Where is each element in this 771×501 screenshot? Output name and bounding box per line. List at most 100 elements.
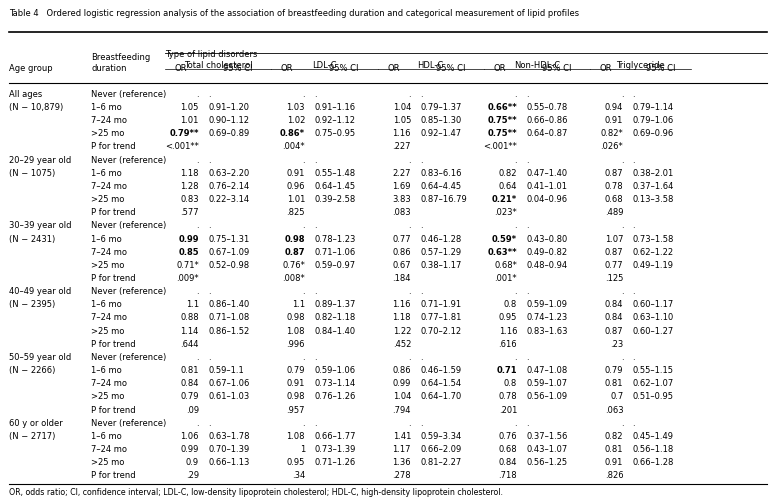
Text: <.001**: <.001**: [483, 142, 517, 151]
Text: 0.48–0.94: 0.48–0.94: [527, 261, 567, 270]
Text: .: .: [420, 418, 423, 427]
Text: 0.71–1.08: 0.71–1.08: [208, 313, 249, 322]
Text: 0.75–0.95: 0.75–0.95: [315, 129, 355, 138]
Text: 1.01: 1.01: [287, 195, 305, 204]
Text: 0.8: 0.8: [504, 300, 517, 309]
Text: (N − 10,879): (N − 10,879): [9, 103, 63, 112]
Text: 0.04–0.96: 0.04–0.96: [527, 195, 567, 204]
Text: 0.59–0.97: 0.59–0.97: [315, 261, 355, 270]
Text: 0.38–2.01: 0.38–2.01: [632, 168, 674, 177]
Text: 1.03: 1.03: [287, 103, 305, 112]
Text: 0.47–1.40: 0.47–1.40: [527, 168, 567, 177]
Text: 0.66–2.09: 0.66–2.09: [420, 444, 462, 453]
Text: .: .: [514, 90, 517, 99]
Text: 0.62–1.22: 0.62–1.22: [632, 247, 673, 256]
Text: 0.37–1.56: 0.37–1.56: [527, 431, 567, 440]
Text: 7–24 mo: 7–24 mo: [91, 181, 127, 190]
Text: 0.69–0.96: 0.69–0.96: [632, 129, 674, 138]
Text: 0.76–2.14: 0.76–2.14: [208, 181, 249, 190]
Text: 0.37–1.64: 0.37–1.64: [632, 181, 674, 190]
Text: 1.06: 1.06: [180, 431, 199, 440]
Text: 0.43–0.80: 0.43–0.80: [527, 234, 567, 243]
Text: .: .: [632, 352, 635, 361]
Text: 1.04: 1.04: [392, 103, 411, 112]
Text: Table 4   Ordered logistic regression analysis of the association of breastfeedi: Table 4 Ordered logistic regression anal…: [9, 9, 579, 18]
Text: 0.13–3.58: 0.13–3.58: [632, 195, 674, 204]
Text: 1.22: 1.22: [392, 326, 411, 335]
Text: 1–6 mo: 1–6 mo: [91, 168, 122, 177]
Text: .: .: [514, 352, 517, 361]
Text: .: .: [197, 352, 199, 361]
Text: 0.79**: 0.79**: [170, 129, 199, 138]
Text: .: .: [208, 90, 210, 99]
Text: 0.83: 0.83: [180, 195, 199, 204]
Text: 0.59–1.06: 0.59–1.06: [315, 365, 355, 374]
Text: 0.91: 0.91: [605, 457, 623, 466]
Text: Never (reference): Never (reference): [91, 90, 167, 99]
Text: 0.57–1.29: 0.57–1.29: [420, 247, 462, 256]
Text: (N − 2717): (N − 2717): [9, 431, 56, 440]
Text: .: .: [409, 221, 411, 230]
Text: (N − 2395): (N − 2395): [9, 300, 56, 309]
Text: .: .: [409, 352, 411, 361]
Text: 1.05: 1.05: [180, 103, 199, 112]
Text: 1.18: 1.18: [392, 313, 411, 322]
Text: .: .: [621, 155, 623, 164]
Text: 95% CI: 95% CI: [645, 64, 675, 73]
Text: 7–24 mo: 7–24 mo: [91, 378, 127, 387]
Text: .: .: [420, 287, 423, 296]
Text: 0.77: 0.77: [604, 261, 623, 270]
Text: >25 mo: >25 mo: [91, 457, 124, 466]
Text: 0.64–1.54: 0.64–1.54: [420, 378, 462, 387]
Text: .: .: [315, 90, 317, 99]
Text: .: .: [315, 352, 317, 361]
Text: 0.99: 0.99: [392, 378, 411, 387]
Text: 0.64–1.45: 0.64–1.45: [315, 181, 355, 190]
Text: 0.63–1.78: 0.63–1.78: [208, 431, 250, 440]
Text: 0.87: 0.87: [284, 247, 305, 256]
Text: .09: .09: [186, 405, 199, 414]
Text: Age group: Age group: [9, 64, 53, 73]
Text: 0.91: 0.91: [287, 378, 305, 387]
Text: .: .: [302, 287, 305, 296]
Text: .063: .063: [604, 405, 623, 414]
Text: 0.66–1.77: 0.66–1.77: [315, 431, 355, 440]
Text: .: .: [208, 287, 210, 296]
Text: .452: .452: [392, 339, 411, 348]
Text: 0.59–1.09: 0.59–1.09: [527, 300, 567, 309]
Text: 0.88: 0.88: [180, 313, 199, 322]
Text: .718: .718: [499, 470, 517, 479]
Text: 1–6 mo: 1–6 mo: [91, 103, 122, 112]
Text: .: .: [514, 287, 517, 296]
Text: 7–24 mo: 7–24 mo: [91, 116, 127, 125]
Text: 1.08: 1.08: [287, 431, 305, 440]
Text: 0.46–1.28: 0.46–1.28: [420, 234, 462, 243]
Text: .083: .083: [392, 208, 411, 217]
Text: 1.07: 1.07: [604, 234, 623, 243]
Text: .: .: [420, 155, 423, 164]
Text: 95% CI: 95% CI: [224, 64, 253, 73]
Text: OR, odds ratio; CI, confidence interval; LDL-C, low-density lipoprotein choleste: OR, odds ratio; CI, confidence interval;…: [9, 487, 503, 496]
Text: .: .: [315, 418, 317, 427]
Text: 0.67: 0.67: [392, 261, 411, 270]
Text: 0.78: 0.78: [604, 181, 623, 190]
Text: 0.49–1.19: 0.49–1.19: [632, 261, 673, 270]
Text: .023*: .023*: [494, 208, 517, 217]
Text: 0.83–6.16: 0.83–6.16: [420, 168, 462, 177]
Text: 0.79: 0.79: [604, 365, 623, 374]
Text: 1.69: 1.69: [392, 181, 411, 190]
Text: 0.82: 0.82: [499, 168, 517, 177]
Text: 1.01: 1.01: [180, 116, 199, 125]
Text: .: .: [409, 287, 411, 296]
Text: .: .: [420, 352, 423, 361]
Text: 0.99: 0.99: [180, 444, 199, 453]
Text: 0.79–1.06: 0.79–1.06: [632, 116, 674, 125]
Text: 1.14: 1.14: [180, 326, 199, 335]
Text: 0.95: 0.95: [499, 313, 517, 322]
Text: 1.05: 1.05: [392, 116, 411, 125]
Text: 0.98: 0.98: [287, 392, 305, 401]
Text: .996: .996: [287, 339, 305, 348]
Text: 1.02: 1.02: [287, 116, 305, 125]
Text: P for trend: P for trend: [91, 339, 136, 348]
Text: 0.59*: 0.59*: [492, 234, 517, 243]
